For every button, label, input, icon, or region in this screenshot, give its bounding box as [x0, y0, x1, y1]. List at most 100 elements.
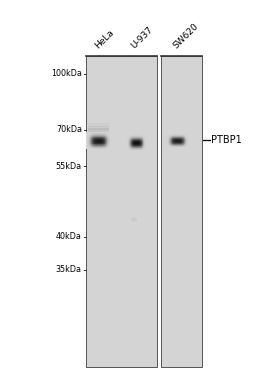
Bar: [142, 139, 143, 140]
Bar: [181, 145, 182, 146]
Bar: [133, 136, 134, 137]
Bar: [172, 139, 173, 140]
Bar: [185, 133, 186, 134]
Bar: [186, 143, 187, 144]
Bar: [88, 140, 89, 141]
Bar: [178, 145, 179, 146]
Bar: [177, 146, 178, 147]
Bar: [169, 138, 170, 139]
Bar: [144, 142, 145, 143]
Bar: [139, 144, 140, 145]
Bar: [179, 134, 180, 135]
Bar: [177, 137, 178, 138]
Text: HeLa: HeLa: [93, 28, 116, 50]
Bar: [145, 142, 146, 143]
Bar: [143, 139, 144, 140]
Bar: [185, 143, 186, 144]
Bar: [108, 137, 109, 138]
Bar: [108, 139, 109, 140]
Bar: [169, 144, 170, 145]
Bar: [90, 148, 91, 149]
Bar: [170, 134, 171, 135]
Bar: [141, 141, 142, 142]
Bar: [140, 144, 141, 145]
Bar: [141, 145, 142, 146]
Bar: [177, 140, 178, 141]
Bar: [172, 133, 173, 134]
Bar: [128, 145, 129, 146]
Bar: [134, 134, 135, 135]
Bar: [142, 149, 143, 150]
Bar: [91, 140, 92, 141]
Bar: [91, 135, 92, 136]
Bar: [130, 150, 131, 151]
Bar: [143, 140, 144, 141]
Bar: [178, 144, 179, 145]
Bar: [178, 146, 179, 147]
Bar: [104, 143, 105, 144]
Bar: [139, 140, 140, 141]
Bar: [131, 143, 132, 144]
Bar: [169, 137, 170, 138]
Bar: [183, 140, 184, 141]
Bar: [133, 149, 134, 150]
Bar: [178, 144, 179, 145]
Bar: [89, 136, 90, 137]
Bar: [182, 134, 183, 135]
Bar: [170, 133, 171, 134]
Bar: [173, 141, 174, 142]
Bar: [128, 141, 129, 142]
Bar: [90, 137, 91, 138]
Bar: [176, 135, 177, 136]
Bar: [130, 149, 131, 150]
Bar: [98, 143, 99, 144]
Bar: [177, 137, 178, 138]
Bar: [171, 142, 172, 143]
Bar: [136, 135, 137, 136]
Bar: [138, 139, 139, 140]
Bar: [103, 132, 104, 133]
Bar: [137, 134, 138, 135]
Bar: [181, 142, 182, 143]
Bar: [128, 134, 129, 135]
Bar: [170, 144, 171, 145]
Bar: [178, 141, 179, 142]
Bar: [90, 144, 91, 145]
Bar: [183, 133, 184, 134]
Bar: [173, 142, 174, 143]
Bar: [105, 146, 106, 147]
Bar: [184, 133, 185, 134]
Bar: [178, 133, 179, 134]
Bar: [141, 137, 142, 138]
Bar: [143, 137, 144, 138]
Bar: [102, 145, 103, 146]
Bar: [106, 132, 107, 133]
Bar: [131, 137, 132, 138]
Bar: [174, 138, 175, 139]
Bar: [127, 148, 128, 149]
Bar: [135, 141, 136, 142]
Bar: [127, 145, 128, 146]
Bar: [137, 144, 138, 145]
Bar: [167, 141, 168, 142]
Bar: [178, 138, 179, 139]
Bar: [184, 145, 185, 146]
Bar: [130, 143, 131, 144]
Bar: [144, 140, 145, 141]
Bar: [129, 138, 130, 139]
Bar: [132, 138, 133, 139]
Bar: [127, 148, 128, 149]
Bar: [178, 139, 179, 140]
Bar: [94, 138, 95, 139]
Bar: [131, 140, 132, 141]
Bar: [110, 141, 111, 142]
Bar: [145, 141, 146, 142]
Bar: [134, 146, 135, 147]
Bar: [133, 141, 134, 142]
Bar: [176, 139, 177, 140]
Bar: [89, 135, 90, 136]
Bar: [108, 140, 109, 141]
Bar: [87, 143, 88, 144]
Bar: [130, 136, 131, 137]
Bar: [168, 141, 169, 142]
